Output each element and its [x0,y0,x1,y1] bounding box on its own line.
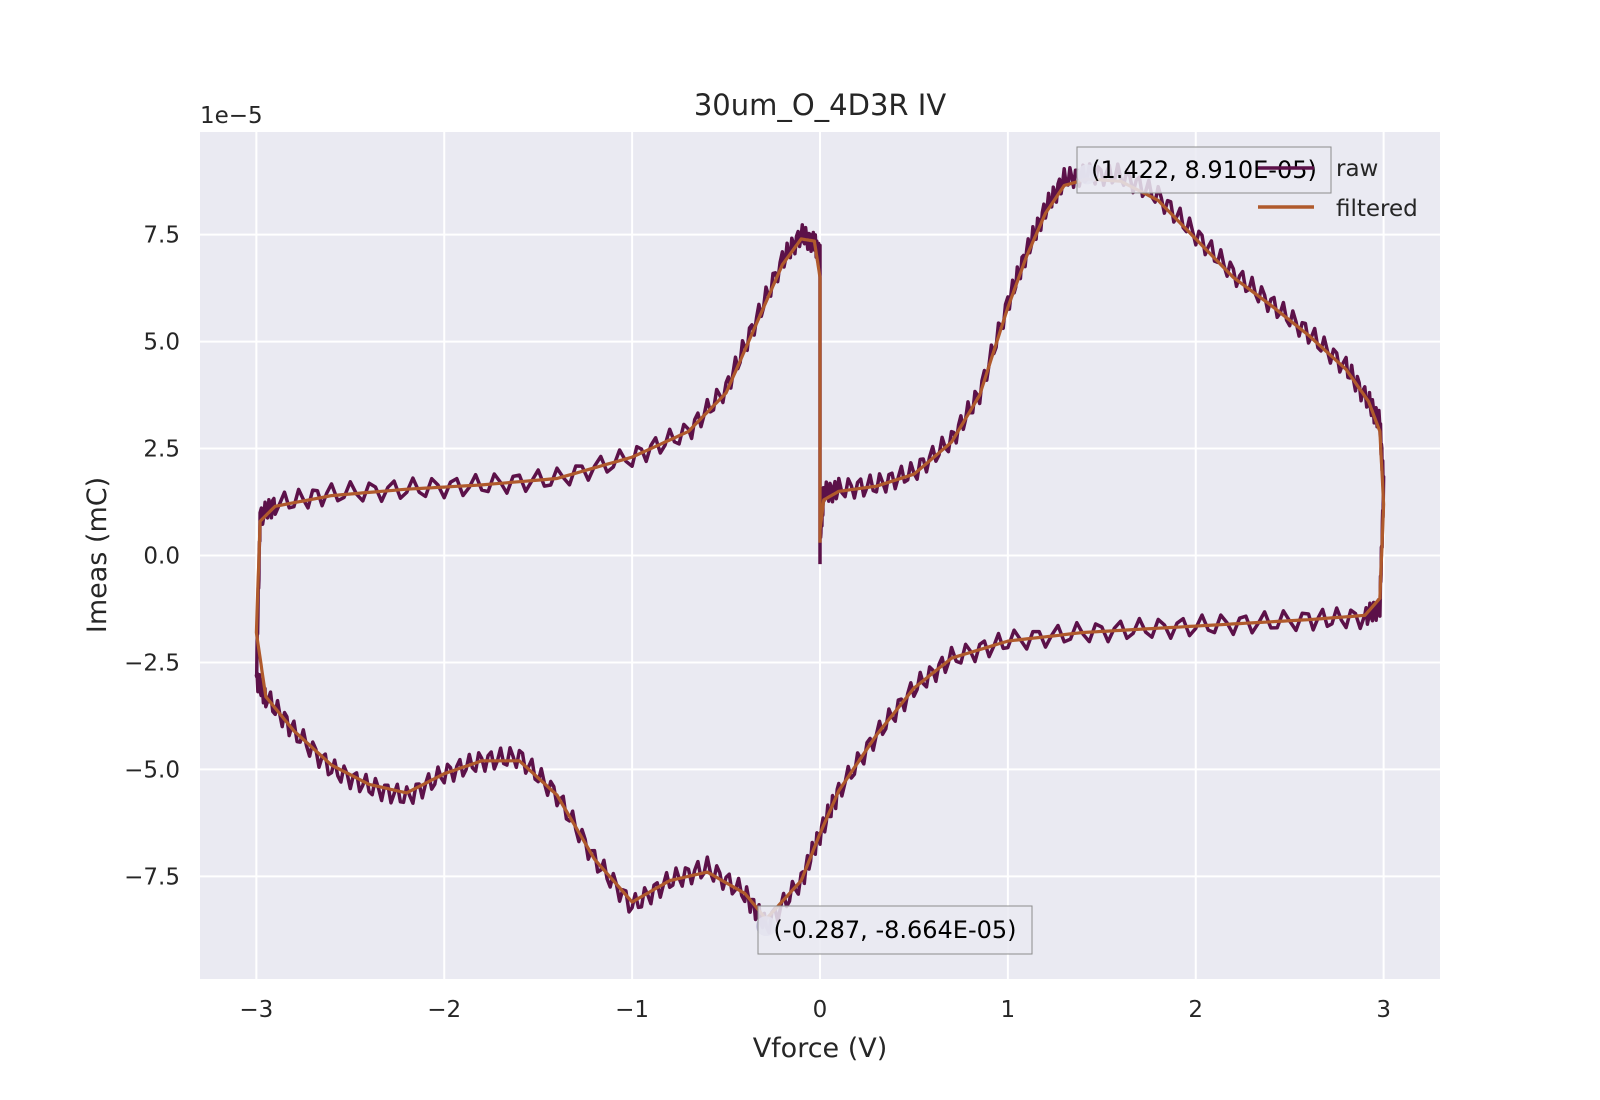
annotation-2-text: (-0.287, -8.664E-05) [773,916,1016,944]
x-tick-label: −2 [427,997,461,1023]
x-tick-label: 0 [813,997,828,1023]
y-offset-label: 1e−5 [200,103,263,129]
legend: raw filtered [1258,156,1418,222]
x-axis-label: Vforce (V) [753,1033,888,1064]
y-tick-label: −7.5 [124,864,180,890]
x-tick-label: −1 [615,997,649,1023]
x-tick-label: 2 [1188,997,1203,1023]
y-tick-label: −2.5 [124,650,180,676]
x-tick-label: 1 [1001,997,1016,1023]
y-tick-label: 0.0 [143,544,180,570]
y-tick-label: 7.5 [143,223,180,249]
legend-filtered-label: filtered [1336,196,1418,222]
annotation-2-box [757,905,1033,955]
y-tick-label: 5.0 [143,330,180,356]
y-axis-label: Imeas (mC) [82,477,113,633]
y-tick-label: −5.0 [124,757,180,783]
annotation-1: (1.422, 8.910E-05) [1076,146,1332,194]
annotation-2: (-0.287, -8.664E-05) [757,905,1033,955]
annotation-1-text: (1.422, 8.910E-05) [1091,156,1317,184]
y-tick-label: 2.5 [143,437,180,463]
x-tick-label: 3 [1376,997,1391,1023]
annotation-1-box [1076,146,1332,194]
legend-raw-label: raw [1336,156,1378,182]
tick-labels: −3 −2 −1 0 1 2 3 −7.5 −5.0 −2.5 0.0 2.5 5.0 7.5 [124,223,1391,1023]
chart-title: 30um_O_4D3R IV [694,88,947,122]
x-tick-label: −3 [239,997,273,1023]
